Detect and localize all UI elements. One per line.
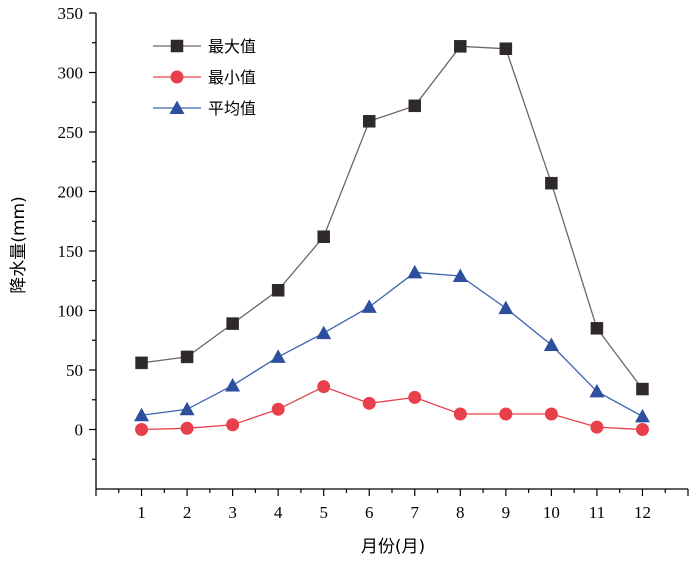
data-point-min — [226, 418, 240, 432]
data-point-mean — [179, 401, 195, 416]
legend-label-max: 最大值 — [208, 37, 256, 56]
data-point-mean — [498, 300, 514, 315]
series-mean — [134, 264, 650, 423]
series-line-max — [141, 45, 643, 390]
y-tick-label: 350 — [58, 4, 84, 23]
data-point-mean — [452, 268, 468, 282]
x-tick-label: 6 — [365, 503, 374, 522]
x-tick-label: 11 — [589, 503, 605, 522]
legend-label-mean: 平均值 — [208, 99, 256, 118]
data-point-min — [271, 402, 285, 416]
x-tick-label: 2 — [183, 503, 192, 522]
y-tick-label: 50 — [66, 361, 83, 380]
data-point-mean — [634, 408, 650, 423]
x-tick-label: 5 — [319, 503, 328, 522]
series-line-mean — [141, 271, 643, 417]
legend-marker-max — [170, 39, 184, 53]
data-point-min — [180, 421, 194, 435]
data-point-mean — [270, 349, 286, 363]
data-point-mean — [589, 383, 605, 398]
x-tick-label: 4 — [274, 503, 283, 522]
y-tick-label: 250 — [58, 123, 84, 142]
series-layer — [134, 40, 650, 436]
x-tick-label: 1 — [137, 503, 146, 522]
x-tick-label: 10 — [543, 503, 560, 522]
x-axis-title: 月份(月) — [361, 537, 425, 557]
data-point-min — [453, 407, 467, 421]
series-min — [135, 380, 649, 436]
series-line-min — [141, 385, 643, 431]
legend-marker-min — [170, 70, 184, 84]
x-tick-label: 9 — [502, 503, 511, 522]
data-point-mean — [543, 337, 559, 352]
data-point-mean — [134, 407, 150, 422]
data-point-max — [135, 356, 148, 370]
data-point-max — [545, 176, 558, 190]
data-point-min — [362, 396, 376, 410]
legend-marker-mean — [169, 100, 185, 114]
x-tick-label: 12 — [634, 503, 651, 522]
data-point-max — [317, 230, 330, 243]
data-point-min — [590, 420, 604, 434]
data-point-min — [317, 380, 331, 394]
y-tick-label: 200 — [58, 183, 84, 202]
data-point-max — [408, 99, 422, 113]
data-point-min — [408, 390, 422, 404]
data-point-max — [271, 284, 285, 297]
y-tick-label: 150 — [58, 242, 84, 261]
data-point-max — [636, 382, 649, 396]
y-tick-label: 0 — [75, 421, 84, 440]
data-point-max — [590, 322, 604, 335]
legend-label-min: 最小值 — [208, 68, 256, 87]
y-tick-label: 100 — [58, 302, 84, 321]
data-point-max — [362, 115, 376, 128]
data-point-mean — [407, 264, 423, 279]
data-point-mean — [361, 299, 377, 313]
y-axis-title: 降水量(mm) — [9, 196, 29, 293]
data-point-mean — [225, 377, 241, 392]
axes — [95, 13, 688, 490]
data-point-min — [635, 423, 649, 436]
x-tick-label: 7 — [411, 503, 420, 522]
data-point-max — [499, 42, 513, 55]
data-point-mean — [316, 325, 332, 340]
data-point-max — [454, 40, 467, 53]
y-tick-label: 300 — [58, 64, 84, 83]
data-point-min — [499, 407, 513, 421]
data-point-max — [180, 350, 194, 364]
data-point-min — [135, 423, 149, 436]
data-point-min — [544, 407, 558, 421]
series-max — [135, 40, 649, 396]
x-tick-label: 3 — [228, 503, 237, 522]
x-tick-label: 8 — [456, 503, 465, 522]
data-point-max — [226, 317, 239, 330]
